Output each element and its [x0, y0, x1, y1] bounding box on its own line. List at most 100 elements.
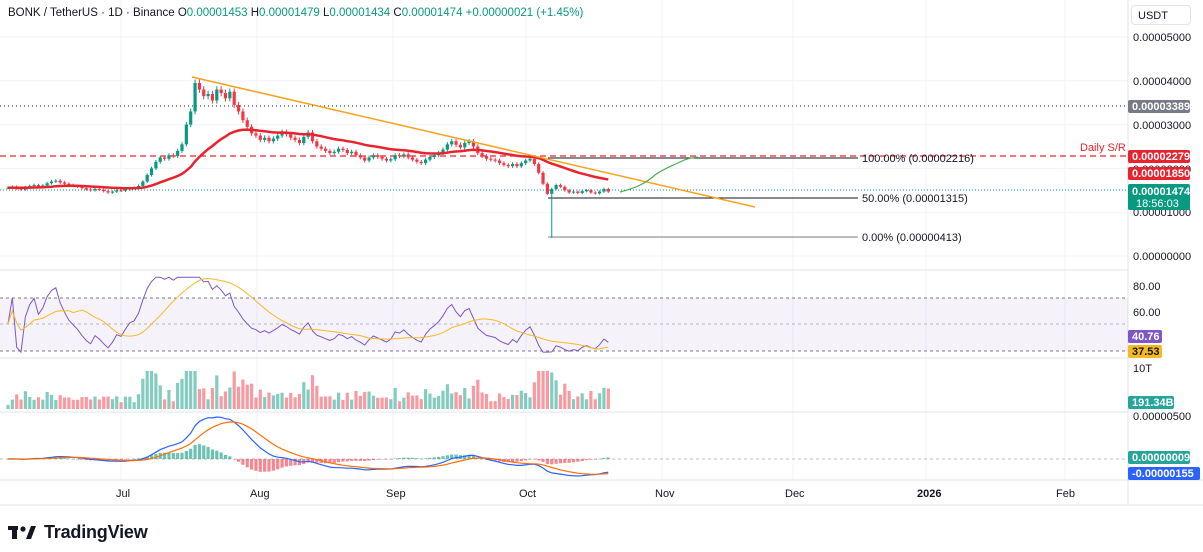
macd-histogram-bar: [380, 459, 384, 460]
macd-histogram-bar: [471, 456, 476, 459]
macd-histogram-bar: [424, 458, 428, 459]
candle-body: [80, 186, 84, 189]
macd-histogram-bar: [328, 459, 332, 464]
volume-bar: [49, 394, 54, 409]
volume-bar: [102, 396, 106, 409]
macd-histogram-bar: [271, 459, 275, 471]
last-price-pill: [1128, 184, 1190, 210]
macd-histogram-bar: [432, 457, 436, 459]
volume-bar: [389, 399, 393, 409]
volume-bar: [97, 399, 101, 409]
macd-histogram-bar: [189, 448, 193, 459]
candle-body: [89, 189, 93, 191]
macd-histogram-bar: [228, 456, 232, 459]
volume-bar: [67, 397, 71, 409]
currency-button[interactable]: USDT: [1131, 5, 1191, 25]
volume-bar: [424, 389, 428, 409]
volume-bar: [302, 382, 306, 409]
candle-body: [406, 154, 410, 158]
candle-body: [145, 174, 149, 182]
candle-body: [350, 151, 354, 154]
volume-bar: [223, 391, 228, 409]
volume-bar: [15, 394, 19, 409]
candle-body: [319, 146, 323, 149]
macd-histogram-bar: [206, 446, 210, 459]
candle-body: [32, 185, 36, 187]
candle-body: [341, 148, 345, 151]
volume-bar: [158, 385, 162, 409]
candle-body: [58, 180, 62, 183]
macd-histogram-bar: [397, 458, 402, 459]
y-tick-label: 0.00000000: [1133, 251, 1191, 263]
volume-bar: [141, 378, 145, 409]
tradingview-logo[interactable]: TradingView: [8, 520, 148, 544]
volume-bar: [6, 405, 10, 409]
volume-bar: [445, 384, 449, 409]
rsi-value: 40.76: [1132, 331, 1160, 343]
candle-body: [589, 190, 593, 193]
rsi-tick-label: 80.00: [1133, 281, 1161, 293]
volume-bar: [310, 375, 315, 409]
volume-bar: [463, 388, 467, 409]
candle-body: [402, 154, 406, 157]
macd-histogram-bar: [467, 455, 471, 459]
candle-body: [602, 188, 606, 192]
candle-body: [102, 189, 106, 192]
volume-bar: [558, 394, 563, 409]
macd-histogram-bar: [76, 459, 80, 460]
ema-line: [7, 128, 609, 190]
volume-bar: [337, 392, 341, 409]
volume-bar: [276, 394, 280, 409]
volume-bar: [271, 395, 275, 409]
macd-histogram-bar: [541, 459, 545, 463]
macd-histogram-bar: [532, 459, 536, 460]
macd-histogram-bar: [384, 459, 389, 460]
symbol-title[interactable]: BONK / TetherUS · 1D · Binance: [8, 7, 175, 19]
volume-bar: [537, 371, 541, 409]
macd-histogram-bar: [163, 452, 167, 459]
macd-histogram-bar: [236, 459, 241, 462]
volume-bar: [606, 388, 610, 409]
candle-body: [563, 186, 567, 191]
volume-bar: [23, 391, 27, 409]
x-tick-label: Jul: [116, 488, 130, 500]
candle-body: [54, 180, 58, 182]
macd-histogram-bar: [284, 459, 288, 467]
macd-histogram-bar: [571, 459, 576, 463]
volume-bar: [484, 393, 489, 409]
high-value: 0.00001479: [259, 7, 320, 19]
macd-histogram-bar: [132, 458, 136, 460]
macd-histogram-bar: [223, 454, 228, 459]
volume-bar: [489, 401, 493, 409]
candle-body: [293, 137, 297, 140]
macd-histogram-bar: [402, 457, 406, 459]
macd-histogram-bar: [393, 458, 397, 459]
candle-body: [323, 148, 328, 151]
descending-trendline[interactable]: [191, 76, 756, 208]
macd-histogram-bar: [389, 459, 393, 460]
candle-body: [410, 157, 415, 160]
macd-histogram-bar: [511, 459, 515, 462]
macd-histogram-bar: [128, 459, 132, 460]
macd-histogram-bar: [506, 459, 510, 463]
candle-body: [6, 187, 10, 189]
candle-body: [515, 164, 519, 167]
macd-histogram-bar: [593, 459, 597, 460]
candle-body: [176, 150, 180, 157]
volume-bar: [84, 396, 88, 409]
volume-bar: [19, 399, 23, 409]
candle-body: [454, 141, 458, 145]
macd-histogram-bar: [363, 459, 367, 462]
macd-histogram-bar: [267, 459, 271, 472]
candle-body: [197, 82, 201, 90]
volume-bar: [454, 392, 458, 409]
volume-bar: [106, 396, 110, 409]
candle-body: [280, 132, 284, 136]
volume-bar: [136, 394, 141, 409]
last-price-value: 0.00001474: [1132, 186, 1191, 198]
volume-bar: [402, 397, 406, 409]
volume-bar: [219, 396, 223, 409]
candle-body: [458, 144, 462, 148]
macd-histogram-bar: [197, 444, 201, 459]
